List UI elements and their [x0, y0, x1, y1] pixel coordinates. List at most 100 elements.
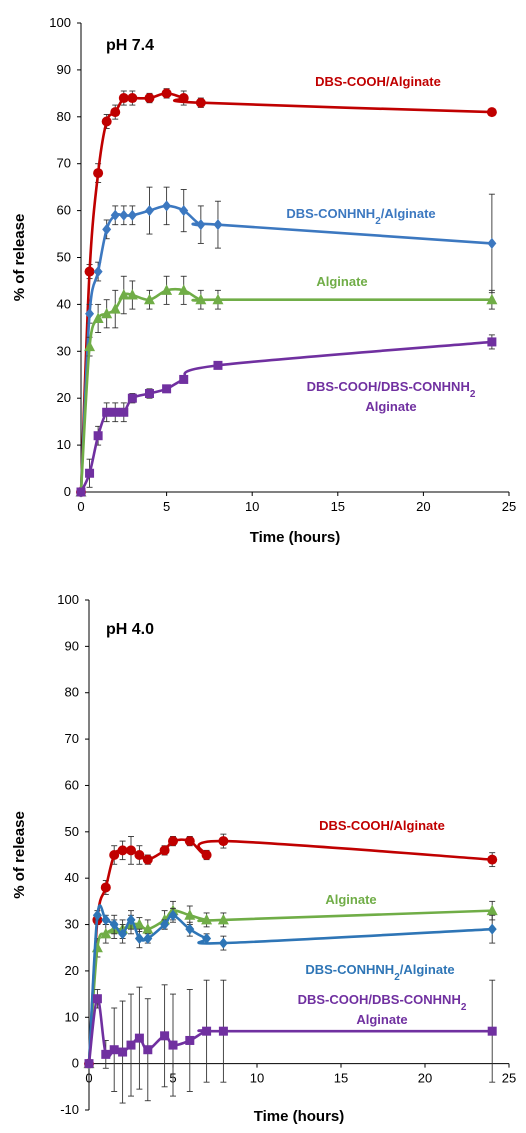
x-tick-label: 25	[502, 499, 516, 514]
data-point	[142, 923, 154, 934]
y-tick-label: 50	[65, 824, 79, 839]
data-point	[159, 845, 170, 856]
data-point	[101, 1049, 111, 1059]
series-label: DBS-COOH/DBS-CONHNH2	[307, 379, 476, 400]
data-point	[76, 487, 86, 497]
data-point	[143, 293, 155, 305]
data-point	[110, 407, 120, 417]
data-point	[162, 200, 172, 212]
y-tick-label: 90	[65, 638, 79, 653]
x-tick-label: 5	[163, 499, 170, 514]
data-point	[100, 927, 112, 939]
data-point	[84, 340, 96, 352]
data-point	[110, 209, 120, 221]
data-point	[168, 1040, 178, 1050]
data-point	[213, 360, 223, 370]
series-label: DBS-COOH/Alginate	[315, 74, 441, 89]
y-tick-label: 30	[65, 917, 79, 932]
y-tick-label: 50	[57, 250, 71, 265]
series-label: Alginate	[365, 399, 416, 414]
data-point	[168, 836, 178, 847]
data-point	[93, 266, 103, 278]
data-point	[213, 219, 223, 231]
data-point	[487, 237, 497, 249]
data-point	[92, 994, 102, 1004]
series-label: DBS-COOH/Alginate	[319, 818, 445, 833]
data-point	[126, 914, 136, 926]
y-tick-label: 70	[65, 731, 79, 746]
data-point	[100, 882, 111, 893]
x-tick-label: 10	[245, 499, 259, 514]
data-point	[109, 850, 120, 860]
data-point	[127, 93, 138, 104]
y-tick-label: 0	[64, 484, 71, 499]
subscript: 2	[461, 1002, 467, 1013]
data-point	[127, 393, 137, 403]
data-point	[101, 307, 113, 319]
y-tick-label: 100	[57, 592, 79, 607]
data-point	[126, 1040, 136, 1050]
subscript: 2	[375, 216, 381, 227]
y-tick-label: 40	[65, 870, 79, 885]
data-point	[179, 374, 189, 384]
y-tick-label: 30	[57, 343, 71, 358]
data-point	[118, 1047, 128, 1057]
data-point	[118, 928, 128, 940]
series-label: DBS-COOH/DBS-CONHNH2	[298, 992, 467, 1013]
y-tick-label: 10	[57, 437, 71, 452]
data-point	[101, 914, 111, 926]
data-point	[102, 407, 112, 417]
data-point	[217, 913, 229, 925]
data-point	[178, 284, 190, 295]
y-tick-label: 90	[57, 62, 71, 77]
y-axis-title: % of release	[11, 811, 28, 899]
y-tick-label: -10	[60, 1102, 79, 1117]
data-point	[84, 1059, 94, 1069]
data-point	[118, 93, 129, 104]
y-tick-label: 20	[65, 963, 79, 978]
y-tick-label: 0	[72, 1056, 79, 1071]
y-axis-title: % of release	[11, 214, 28, 302]
y-tick-label: 20	[57, 390, 71, 405]
data-point	[218, 937, 228, 949]
data-point	[93, 431, 103, 441]
label-suffix: /Alginate	[381, 206, 436, 221]
data-point	[144, 93, 155, 104]
series-line	[79, 92, 492, 493]
data-point	[93, 168, 104, 179]
data-point	[168, 909, 178, 921]
data-point	[119, 209, 129, 221]
chart-title: pH 7.4	[106, 37, 154, 54]
series-label: DBS-CONHNH2/Alginate	[286, 206, 435, 227]
data-point	[134, 932, 144, 944]
data-point	[184, 836, 195, 847]
series-1: DBS-COOH/Alginate	[84, 818, 498, 1069]
y-tick-label: 60	[57, 203, 71, 218]
data-point	[119, 407, 129, 417]
data-point	[133, 918, 145, 930]
x-tick-label: 20	[418, 1071, 432, 1086]
chart-title: pH 4.0	[106, 621, 154, 638]
data-point	[127, 209, 137, 221]
data-point	[195, 97, 206, 108]
data-point	[92, 909, 102, 921]
data-point	[202, 932, 212, 944]
y-tick-label: 80	[57, 109, 71, 124]
data-point	[185, 1035, 195, 1045]
data-point	[144, 205, 154, 217]
data-point	[486, 107, 497, 118]
data-point	[102, 223, 112, 235]
data-point	[126, 845, 136, 856]
series-label: DBS-CONHNH2/Alginate	[305, 962, 454, 983]
series-2: DBS-CONHNH2/Alginate	[76, 186, 497, 498]
data-point	[196, 219, 206, 231]
data-point	[144, 389, 154, 399]
data-point	[134, 1033, 144, 1043]
data-point	[84, 266, 95, 277]
chart-panel-1: 0 10 20 30 40 50 60 70 80 90 100 0 5 10 15 20 25 Time (ho…	[11, 15, 516, 546]
data-point	[161, 284, 173, 295]
series-line	[79, 204, 492, 493]
